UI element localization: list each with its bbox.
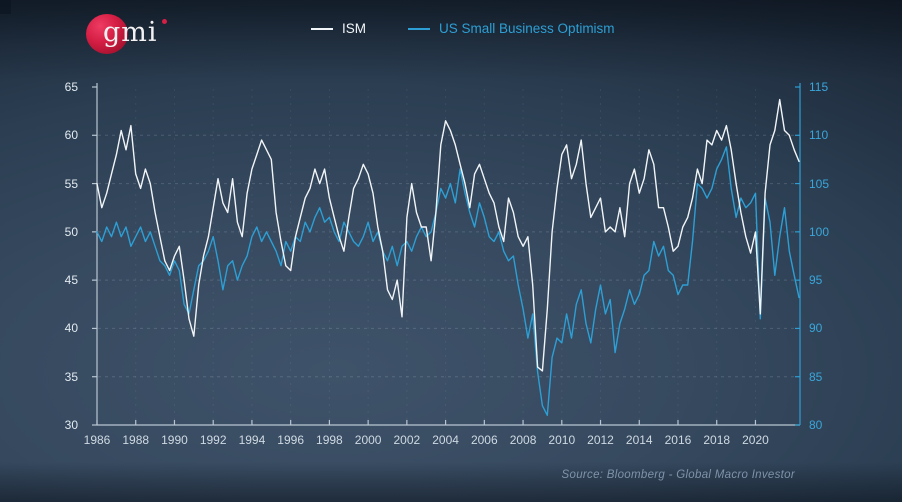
corner-artifact: [0, 0, 11, 14]
chart-legend: ISM US Small Business Optimism: [311, 21, 615, 36]
gmi-logo: gmi: [86, 11, 196, 57]
x-axis-label: 2002: [393, 433, 421, 447]
nfib-line-swatch-icon: [408, 27, 431, 30]
right-axis-label: 105: [809, 176, 830, 191]
right-axis-label: 100: [809, 224, 830, 239]
x-axis-label: 1992: [199, 433, 227, 447]
x-axis-label: 2010: [548, 433, 576, 447]
right-axis-label: 85: [809, 369, 823, 384]
series-line-us-small-business-optimism: [96, 146, 800, 416]
left-axis-label: 50: [64, 224, 78, 239]
right-axis-label: 110: [809, 128, 829, 143]
x-axis-label: 2004: [432, 433, 459, 447]
left-axis-label: 35: [64, 369, 78, 384]
right-axis-label: 90: [809, 321, 823, 336]
right-axis-label: 80: [809, 418, 823, 432]
left-axis-label: 60: [64, 128, 78, 143]
legend-label-ism: ISM: [342, 21, 367, 36]
x-axis-label: 2012: [587, 433, 614, 447]
gmi-logo-dot: [162, 19, 167, 24]
x-axis-label: 2000: [354, 433, 382, 447]
x-axis-label: 2020: [742, 433, 769, 447]
right-axis-label: 115: [809, 80, 829, 94]
legend-label-nfib: US Small Business Optimism: [439, 21, 615, 36]
x-axis-label: 2006: [470, 433, 498, 447]
right-axis-label: 95: [809, 273, 823, 288]
x-axis-label: 1998: [316, 433, 343, 447]
legend-item-nfib: US Small Business Optimism: [408, 21, 615, 36]
left-axis-label: 55: [64, 176, 78, 191]
x-axis-label: 1988: [122, 433, 150, 447]
gmi-logo-sphere-icon: [86, 14, 128, 54]
x-axis-label: 2014: [625, 433, 653, 447]
left-axis-label: 65: [64, 80, 78, 94]
left-axis-label: 40: [64, 321, 78, 336]
series-line-ism: [96, 98, 800, 372]
x-axis-label: 2008: [509, 433, 537, 447]
left-axis-label: 45: [64, 273, 78, 288]
x-axis-label: 2018: [703, 433, 731, 447]
gmi-logo-text: gmi: [103, 17, 158, 48]
legend-item-ism: ISM: [311, 21, 366, 36]
x-axis-label: 1986: [83, 433, 111, 447]
x-axis-label: 1990: [161, 433, 188, 447]
left-axis-label: 30: [64, 418, 78, 432]
ism-line-swatch-icon: [311, 27, 333, 30]
x-axis-label: 2016: [664, 433, 692, 447]
x-axis-label: 1996: [277, 433, 305, 447]
source-caption: Source: Bloomberg - Global Macro Investo…: [561, 469, 795, 481]
x-axis-label: 1994: [238, 433, 266, 447]
